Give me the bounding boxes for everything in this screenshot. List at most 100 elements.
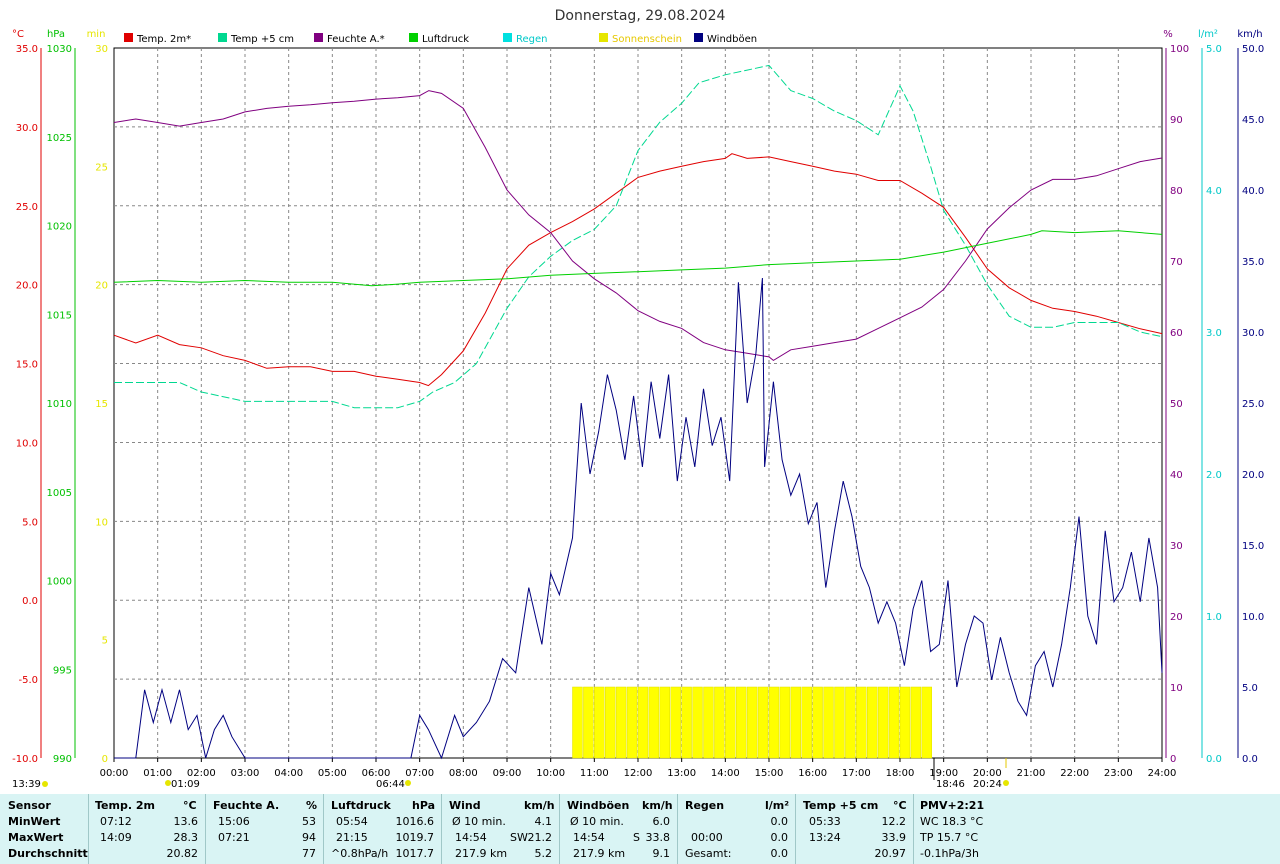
- temp-tick-label: 35.0: [16, 44, 38, 55]
- sunshine-bar: [867, 686, 878, 759]
- series-line-feuchte-a-: [113, 90, 1163, 362]
- sunshine-tick-label: 15: [95, 399, 108, 410]
- feuchte-max-value: 94: [302, 831, 316, 844]
- temp-tick-label: 5.0: [22, 517, 38, 528]
- wind-tick-label: 30.0: [1242, 328, 1264, 339]
- legend-swatch: [314, 33, 323, 42]
- humidity-tick-label: 100: [1170, 44, 1189, 55]
- sunshine-bar: [670, 686, 681, 759]
- pmv-wc: WC 18.3 °C: [920, 815, 984, 828]
- wind-max-value: 21.2: [527, 831, 553, 844]
- marker-sunset: 20:24: [973, 779, 1002, 790]
- feuchte-min-value: 53: [302, 815, 316, 828]
- humidity-tick-label: 20: [1170, 612, 1183, 623]
- sunshine-bar: [572, 686, 583, 759]
- temp5-max-value: 33.9: [881, 831, 907, 844]
- pmv-tp: TP 15.7 °C: [920, 831, 979, 844]
- sunshine-bar: [823, 686, 834, 759]
- x-tick-label: 00:00: [100, 768, 129, 779]
- legend-label: Regen: [516, 34, 548, 45]
- sunshine-bar: [910, 686, 922, 759]
- pressure-tick-label: 1025: [47, 133, 72, 144]
- x-tick-label: 09:00: [493, 768, 522, 779]
- rain-tick-label: 4.0: [1206, 186, 1222, 197]
- temp5-unit: °C: [893, 799, 907, 812]
- rain-tick-label: 0.0: [1206, 754, 1222, 765]
- wind-avg10-value: 4.1: [534, 815, 553, 828]
- grid: [113, 47, 1163, 759]
- temp-unit: °C: [12, 29, 24, 40]
- sunshine-bar: [648, 686, 660, 759]
- luft-avg-value: 1017.7: [395, 847, 435, 860]
- humidity-tick-label: 60: [1170, 328, 1183, 339]
- legend-label: Temp. 2m*: [136, 34, 191, 45]
- sunshine-bar: [615, 686, 627, 759]
- wind-tick-label: 10.0: [1242, 612, 1264, 623]
- sunshine-tick-label: 25: [95, 162, 108, 173]
- legend: Temp. 2m* Temp +5 cm Feuchte A.* Luftdruck R…: [124, 33, 757, 45]
- temp5-avg-value: 20.97: [874, 847, 907, 860]
- x-tick-label: 11:00: [580, 768, 609, 779]
- marker-sunrise: 06:44: [376, 779, 405, 790]
- sunshine-bar: [801, 686, 812, 759]
- sunshine-bar: [626, 686, 638, 759]
- wind-tick-label: 45.0: [1242, 115, 1264, 126]
- x-tick-label: 15:00: [755, 768, 784, 779]
- series-line-windb-en: [114, 277, 1163, 760]
- legend-swatch: [503, 33, 512, 42]
- sunshine-tick-label: 30: [95, 44, 108, 55]
- temp5-header: Temp +5 cm: [803, 799, 879, 812]
- x-tick-label: 01:00: [143, 768, 172, 779]
- luft-max-time: 21:15: [336, 831, 368, 844]
- luft-max-value: 1019.7: [395, 831, 435, 844]
- marker-0109: 01:09: [171, 779, 200, 790]
- sunshine-tick-label: 10: [95, 517, 108, 528]
- legend-label: Feuchte A.*: [327, 34, 385, 45]
- rain-tick-label: 2.0: [1206, 470, 1222, 481]
- wind-unit: km/h: [524, 799, 555, 812]
- wind-header: Wind: [449, 799, 481, 812]
- temp5-min-time: 05:33: [809, 815, 841, 828]
- luft-min-time: 05:54: [336, 815, 368, 828]
- legend-label: Temp +5 cm: [230, 34, 294, 45]
- humidity-tick-label: 30: [1170, 541, 1183, 552]
- legend-swatch: [409, 33, 418, 42]
- sunshine-tick-label: 0: [102, 754, 108, 765]
- sunshine-bar: [703, 686, 714, 759]
- summary-table: Sensor MinWert MaxWert Durchschnitt Temp…: [0, 794, 1280, 864]
- boeen-max-value: 33.8: [645, 831, 671, 844]
- series-line-luftdruck: [113, 230, 1163, 287]
- sunshine-bar: [779, 686, 791, 759]
- series-line-temp-2m-: [113, 153, 1163, 387]
- boeen-max-dir: S: [633, 831, 640, 844]
- wind-max-dir: SW: [510, 831, 528, 844]
- wind-tick-label: 25.0: [1242, 399, 1264, 410]
- sunshine-bar: [583, 686, 594, 759]
- legend-label: Sonnenschein: [612, 34, 682, 45]
- temp2m-avg-value: 20.82: [166, 847, 199, 860]
- temp2m-max-value: 28.3: [173, 831, 199, 844]
- temp-tick-label: 15.0: [16, 360, 38, 371]
- pressure-unit: hPa: [47, 29, 65, 40]
- temp2m-max-time: 14:09: [100, 831, 132, 844]
- sunshine-bar: [899, 686, 911, 759]
- sunshine-bar: [812, 686, 823, 759]
- temp2m-unit: °C: [183, 799, 197, 812]
- feuchte-unit: %: [306, 799, 318, 812]
- marker-1846: 18:46: [936, 779, 965, 790]
- wind-unit: km/h: [1237, 29, 1262, 40]
- marker-dot: [405, 780, 411, 786]
- wind-tick-label: 5.0: [1242, 683, 1258, 694]
- boeen-avg10-value: 6.0: [652, 815, 671, 828]
- sunshine-bar: [714, 686, 725, 759]
- regen-max-time: 00:00: [691, 831, 723, 844]
- sunshine-bar: [692, 686, 703, 759]
- boeen-header: Windböen: [567, 799, 630, 812]
- luft-header: Luftdruck: [331, 799, 391, 812]
- luft-unit: hPa: [412, 799, 436, 812]
- humidity-tick-label: 70: [1170, 257, 1183, 268]
- plot-area: [113, 64, 1163, 760]
- regen-header: Regen: [685, 799, 725, 812]
- legend-label: Luftdruck: [422, 34, 469, 45]
- sunshine-bar: [725, 686, 736, 759]
